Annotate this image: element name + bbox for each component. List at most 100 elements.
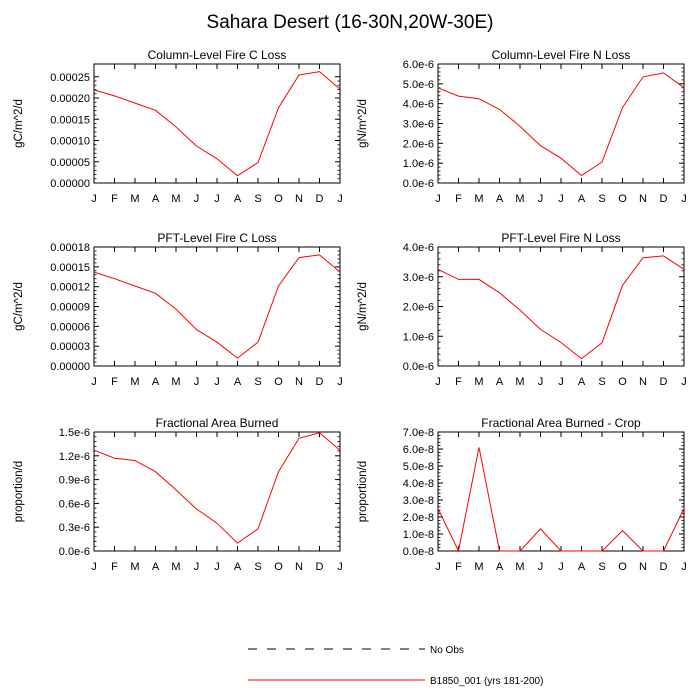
y-tick-label: 0.00000 [50, 178, 90, 190]
series-line [93, 254, 341, 359]
panel-title: Column-Level Fire N Loss [492, 48, 631, 62]
x-tick-label: J [538, 193, 544, 205]
y-tick-label: 0.0e-6 [403, 178, 434, 190]
x-tick-label: A [234, 561, 242, 573]
x-tick-label: F [111, 376, 118, 388]
x-tick-label: A [496, 561, 504, 573]
x-tick-label: J [435, 561, 441, 573]
y-tick-label: 0.00010 [50, 136, 90, 148]
x-tick-label: S [598, 193, 605, 205]
y-tick-label: 0.00015 [50, 262, 90, 274]
y-tick-label: 3.0e-6 [403, 119, 434, 131]
x-tick-label: O [618, 376, 627, 388]
x-tick-label: J [91, 561, 97, 573]
x-tick-label: J [558, 376, 564, 388]
x-tick-label: D [660, 193, 668, 205]
x-tick-label: A [578, 376, 586, 388]
x-tick-label: J [538, 376, 544, 388]
x-tick-label: D [316, 561, 324, 573]
x-tick-label: O [618, 193, 627, 205]
panel-title: Fractional Area Burned - Crop [481, 416, 641, 430]
x-tick-label: M [171, 561, 180, 573]
x-tick-label: J [337, 193, 343, 205]
y-tick-label: 0.00012 [50, 282, 90, 294]
y-tick-label: 2.0e-6 [403, 302, 434, 314]
x-tick-label: M [130, 561, 139, 573]
y-tick-label: 1.5e-6 [59, 427, 90, 439]
x-tick-label: J [91, 193, 97, 205]
y-tick-label: 1.0e-6 [403, 331, 434, 343]
series-line [93, 432, 341, 544]
x-tick-label: F [455, 376, 462, 388]
x-tick-label: M [474, 561, 483, 573]
y-axis-label: proportion/d [357, 461, 369, 522]
x-tick-label: S [254, 193, 261, 205]
legend-label-b1850: B1850_001 (yrs 181-200) [430, 676, 543, 687]
y-tick-label: 2.0e-6 [403, 138, 434, 150]
y-tick-label: 0.0e-6 [403, 361, 434, 373]
x-tick-label: N [295, 376, 303, 388]
x-tick-label: S [598, 561, 605, 573]
y-tick-label: 0.0e-8 [403, 546, 434, 558]
x-tick-label: A [234, 376, 242, 388]
y-tick-label: 0.00006 [50, 321, 90, 333]
x-tick-label: A [234, 193, 242, 205]
panel-title: PFT-Level Fire N Loss [501, 231, 620, 245]
x-tick-label: F [455, 561, 462, 573]
y-tick-label: 6.0e-6 [403, 59, 434, 71]
y-tick-label: 6.0e-8 [403, 444, 434, 456]
y-tick-label: 1.0e-8 [403, 529, 434, 541]
y-axis-label: proportion/d [13, 461, 25, 522]
y-axis-label: gC/m^2/d [13, 282, 25, 331]
y-tick-label: 4.0e-8 [403, 478, 434, 490]
x-tick-label: S [254, 561, 261, 573]
x-tick-label: J [194, 561, 200, 573]
x-tick-label: M [130, 376, 139, 388]
x-tick-label: S [254, 376, 261, 388]
y-tick-label: 1.2e-6 [59, 451, 90, 463]
y-tick-label: 0.00005 [50, 157, 90, 169]
x-tick-label: J [214, 376, 220, 388]
plot-frame [437, 246, 685, 367]
y-tick-label: 5.0e-8 [403, 461, 434, 473]
x-tick-label: A [152, 376, 160, 388]
x-tick-label: M [515, 193, 524, 205]
x-tick-label: J [558, 561, 564, 573]
y-tick-label: 0.00009 [50, 302, 90, 314]
panel-title: PFT-Level Fire C Loss [157, 231, 276, 245]
y-tick-label: 0.9e-6 [59, 475, 90, 487]
x-tick-label: J [337, 561, 343, 573]
x-tick-label: A [496, 376, 504, 388]
panel-title: Fractional Area Burned [156, 416, 279, 430]
y-tick-label: 0.6e-6 [59, 498, 90, 510]
x-tick-label: M [474, 193, 483, 205]
x-tick-label: N [639, 193, 647, 205]
x-tick-label: N [295, 193, 303, 205]
y-tick-label: 0.00000 [50, 361, 90, 373]
x-tick-label: J [214, 193, 220, 205]
y-tick-label: 4.0e-6 [403, 242, 434, 254]
y-tick-label: 3.0e-6 [403, 272, 434, 284]
x-tick-label: J [194, 193, 200, 205]
plot-frame [437, 431, 685, 552]
x-tick-label: J [91, 376, 97, 388]
y-axis-label: gN/m^2/d [357, 282, 369, 331]
x-tick-label: S [598, 376, 605, 388]
y-tick-label: 0.00020 [50, 93, 90, 105]
y-axis-label: gC/m^2/d [13, 99, 25, 148]
x-tick-label: J [435, 376, 441, 388]
y-tick-label: 2.0e-8 [403, 512, 434, 524]
x-tick-label: J [538, 561, 544, 573]
legend-label-no-obs: No Obs [430, 645, 464, 656]
x-tick-label: J [681, 376, 687, 388]
x-tick-label: M [474, 376, 483, 388]
y-tick-label: 4.0e-6 [403, 99, 434, 111]
y-tick-label: 0.00015 [50, 114, 90, 126]
x-tick-label: O [274, 561, 283, 573]
x-tick-label: D [316, 376, 324, 388]
y-axis-label: gN/m^2/d [357, 99, 369, 148]
page-title: Sahara Desert (16-30N,20W-30E) [206, 12, 494, 33]
x-tick-label: F [111, 561, 118, 573]
x-tick-label: M [171, 193, 180, 205]
series-line [437, 255, 685, 360]
